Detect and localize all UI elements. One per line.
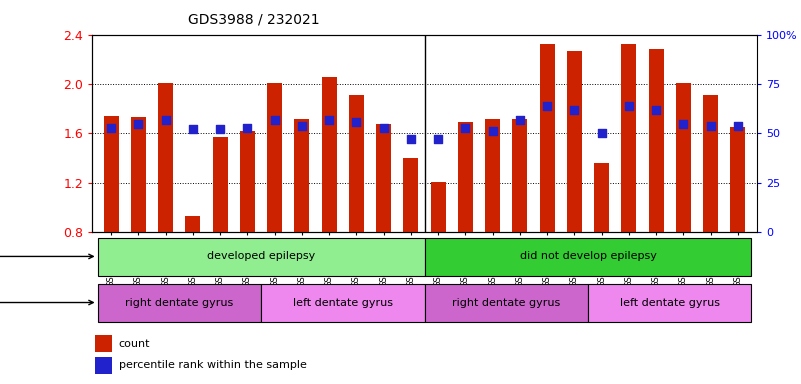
Bar xyxy=(295,119,309,232)
Point xyxy=(432,136,445,142)
Bar xyxy=(268,83,282,232)
Text: did not develop epilepsy: did not develop epilepsy xyxy=(520,252,657,262)
Bar xyxy=(98,238,425,276)
Text: developed epilepsy: developed epilepsy xyxy=(207,252,315,262)
Point xyxy=(241,124,254,131)
Point xyxy=(377,124,390,131)
Text: GDS3988 / 232021: GDS3988 / 232021 xyxy=(188,13,320,27)
Text: right dentate gyrus: right dentate gyrus xyxy=(452,298,561,308)
Text: right dentate gyrus: right dentate gyrus xyxy=(125,298,233,308)
Point xyxy=(486,128,499,134)
Bar xyxy=(567,51,582,232)
Text: tissue: tissue xyxy=(0,298,93,308)
Point xyxy=(214,126,227,132)
Bar xyxy=(240,131,255,232)
Bar xyxy=(349,95,364,232)
Bar xyxy=(458,122,473,232)
Text: left dentate gyrus: left dentate gyrus xyxy=(293,298,392,308)
Point xyxy=(105,124,118,131)
Text: percentile rank within the sample: percentile rank within the sample xyxy=(119,360,307,370)
Bar xyxy=(186,216,200,232)
Bar xyxy=(158,83,173,232)
Bar xyxy=(703,95,718,232)
Point xyxy=(731,122,744,129)
Point xyxy=(704,122,717,129)
Bar xyxy=(425,238,751,276)
Bar xyxy=(731,127,746,232)
Point xyxy=(595,131,608,137)
Bar xyxy=(98,284,261,323)
Bar xyxy=(431,182,445,232)
Text: disease state: disease state xyxy=(0,252,93,262)
Point xyxy=(405,136,417,142)
Bar xyxy=(676,83,691,232)
Point xyxy=(677,121,690,127)
Point xyxy=(568,107,581,113)
Bar xyxy=(588,284,751,323)
Point xyxy=(350,119,363,125)
Bar xyxy=(95,335,112,352)
Bar xyxy=(95,357,112,374)
Point xyxy=(268,116,281,122)
Bar xyxy=(513,119,527,232)
Point xyxy=(459,124,472,131)
Bar xyxy=(649,50,663,232)
Point xyxy=(132,121,145,127)
Point xyxy=(541,103,553,109)
Bar xyxy=(376,124,391,232)
Point xyxy=(187,126,199,132)
Bar xyxy=(261,284,425,323)
Bar xyxy=(131,118,146,232)
Bar xyxy=(213,137,227,232)
Bar xyxy=(594,163,609,232)
Point xyxy=(622,103,635,109)
Point xyxy=(323,116,336,122)
Bar xyxy=(540,45,554,232)
Text: left dentate gyrus: left dentate gyrus xyxy=(620,298,720,308)
Bar xyxy=(322,76,336,232)
Point xyxy=(296,122,308,129)
Bar xyxy=(103,116,119,232)
Bar xyxy=(425,284,588,323)
Bar xyxy=(485,119,500,232)
Text: count: count xyxy=(119,339,151,349)
Point xyxy=(513,116,526,122)
Bar xyxy=(404,158,418,232)
Point xyxy=(159,116,172,122)
Bar xyxy=(622,45,636,232)
Point xyxy=(650,107,662,113)
